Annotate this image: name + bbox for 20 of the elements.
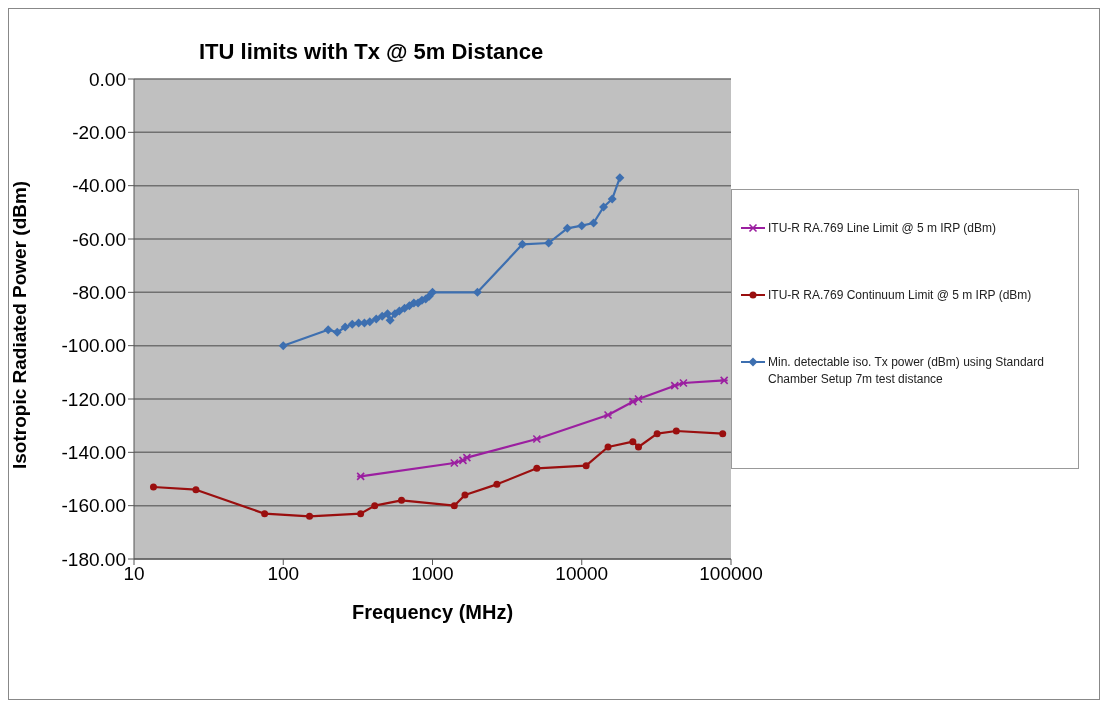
y-tick-label: -120.00 <box>61 388 126 410</box>
y-tick-label: 0.00 <box>89 68 126 90</box>
y-tick-label: -20.00 <box>72 122 126 144</box>
x-tick-label: 10000 <box>555 563 609 585</box>
legend-label: ITU-R RA.769 Line Limit @ 5 m IRP (dBm) <box>768 220 997 237</box>
y-axis-title: Isotropic Radiated Power (dBm) <box>8 180 30 469</box>
y-tick-label: -100.00 <box>61 335 126 357</box>
x-tick-label: 1000 <box>411 563 454 585</box>
y-tick-label: -80.00 <box>72 282 126 304</box>
y-tick-label: -60.00 <box>72 228 126 250</box>
legend-label: ITU-R RA.769 Continuum Limit @ 5 m IRP (dBm) <box>768 287 1032 304</box>
y-tick-label: -40.00 <box>72 175 126 197</box>
y-tick-label: -140.00 <box>61 442 126 464</box>
x-tick-label: 100 <box>267 563 300 585</box>
x-tick-label: 100000 <box>699 563 763 585</box>
y-tick-label: -180.00 <box>61 548 126 570</box>
chart-title: ITU limits with Tx @ 5m Distance <box>199 39 544 65</box>
x-axis-title: Frequency (MHz) <box>351 601 514 623</box>
legend-label: Min. detectable iso. Tx power (dBm) using Standard Chamber Setup 7m test distance <box>768 354 1045 388</box>
y-tick-label: -160.00 <box>61 495 126 517</box>
